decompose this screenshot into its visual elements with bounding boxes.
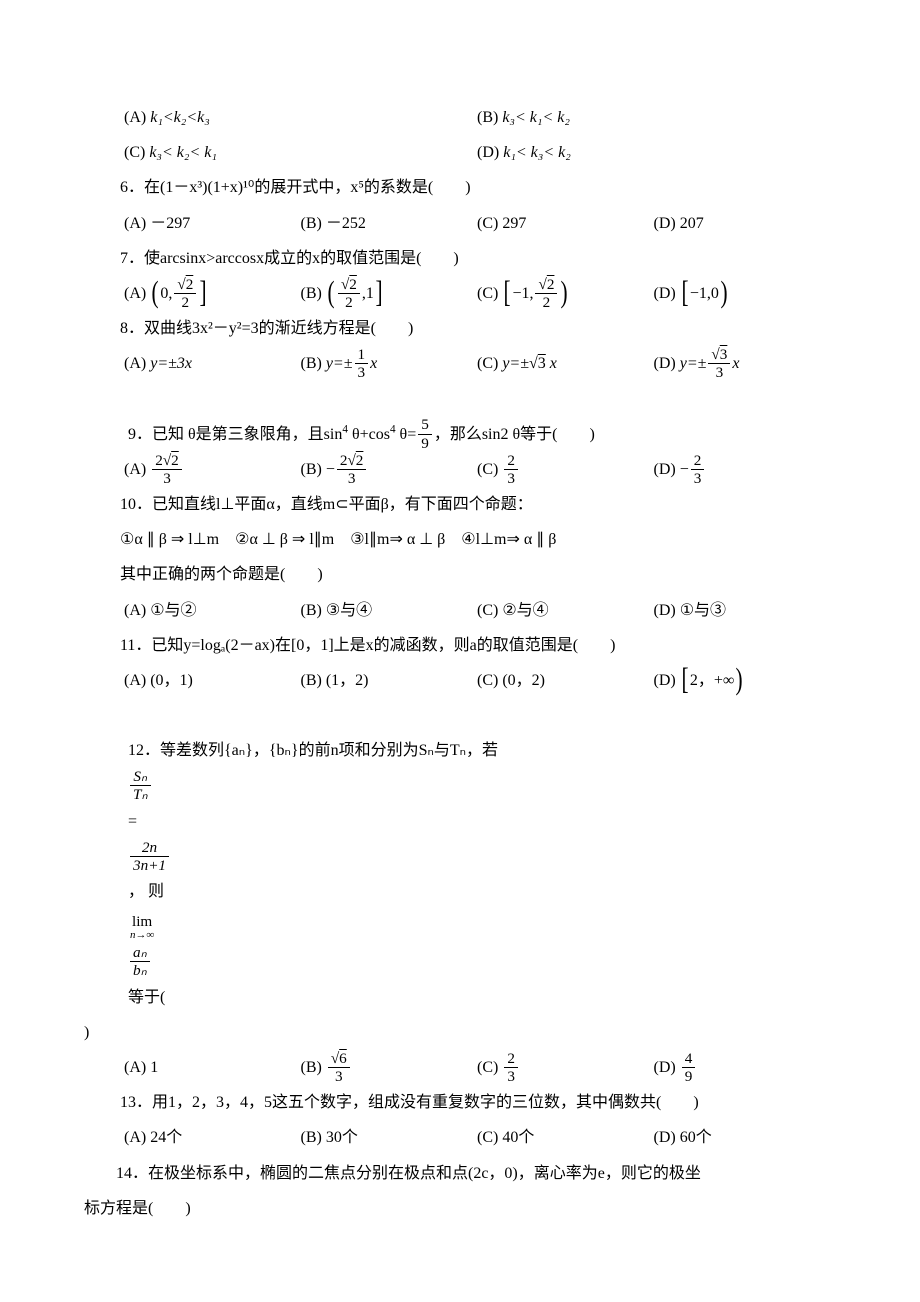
- q6-opt-d: (D) 207: [654, 206, 831, 241]
- q7-options: (A) (0,√22] (B) (√22,1] (C) [−1,√22) (D)…: [120, 276, 830, 311]
- q7-stem: 7．使arcsinx>arccosx成立的x的取值范围是( ): [120, 241, 830, 276]
- q8-options: (A) y=±3x (B) y=±13x (C) y=±√3 x (D) y=±…: [120, 346, 830, 381]
- q7-opt-b: (B) (√22,1]: [301, 276, 478, 311]
- q8-stem: 8．双曲线3x²－y²=3的渐近线方程是( ): [120, 311, 830, 346]
- q5-opt-c: (C) k₃< k₂< k₁: [124, 135, 477, 170]
- q12-opt-c: (C) 23: [477, 1050, 654, 1085]
- q10-opt-d: (D) ①与③: [654, 593, 831, 628]
- delim-right-icon: ): [561, 277, 568, 307]
- q13-stem: 13．用1，2，3，4，5这五个数字，组成没有重复数字的三位数，其中偶数共( ): [120, 1085, 830, 1120]
- q5-opt-b: (B) k₃< k₁< k₂: [477, 100, 830, 135]
- frac: √33: [708, 347, 730, 380]
- q13-opt-a: (A) 24个: [124, 1120, 301, 1155]
- frac: 59: [418, 417, 432, 450]
- q14-line1: 14．在极坐标系中，椭圆的二焦点分别在极点和点(2c，0)，离心率为e，则它的极…: [84, 1156, 830, 1191]
- delim-right-icon: ]: [375, 277, 382, 307]
- q9-opt-d: (D) −23: [654, 452, 831, 487]
- delim-right-icon: ]: [200, 277, 207, 307]
- delim-left-icon: [: [504, 277, 511, 307]
- q10-opt-a: (A) ①与②: [124, 593, 301, 628]
- limit-icon: limn→∞: [130, 914, 154, 941]
- frac: 49: [682, 1051, 696, 1084]
- q5-option-row2: (C) k₃< k₂< k₁ (D) k₁< k₃< k₂: [120, 135, 830, 170]
- q8-opt-b: (B) y=±13x: [301, 346, 478, 381]
- q7-opt-a: (A) (0,√22]: [124, 276, 301, 311]
- q12-opt-b: (B) √63: [301, 1050, 478, 1085]
- q10-line1: 10．已知直线l⊥平面α，直线m⊂平面β，有下面四个命题：: [120, 487, 830, 522]
- frac: 13: [355, 347, 369, 380]
- q10-opt-b: (B) ③与④: [301, 593, 478, 628]
- q13-opt-b: (B) 30个: [301, 1120, 478, 1155]
- q10-line2: ①α ∥ β ⇒ l⊥m ②α ⊥ β ⇒ l∥m ③l∥m⇒ α ⊥ β ④l…: [120, 522, 830, 557]
- q9-opt-a: (A) 2√23: [124, 452, 301, 487]
- frac: √63: [328, 1051, 350, 1084]
- q5-opt-d: (D) k₁< k₃< k₂: [477, 135, 830, 170]
- q14-line2: 标方程是( ): [84, 1191, 830, 1226]
- frac: SₙTₙ: [130, 769, 151, 802]
- q7-opt-c: (C) [−1,√22): [477, 276, 654, 311]
- q12-options: (A) 1 (B) √63 (C) 23 (D) 49: [120, 1050, 830, 1085]
- frac: 2√23: [337, 453, 367, 486]
- delim-left-icon: (: [152, 277, 159, 307]
- q12-close: ): [84, 1015, 830, 1050]
- q9-stem: 9．已知 θ是第三象限角，且sin4 θ+cos4 θ=59，那么sin2 θ等…: [120, 382, 830, 452]
- frac: 23: [504, 453, 518, 486]
- delim-right-icon: ): [720, 277, 727, 307]
- q9-options: (A) 2√23 (B) −2√23 (C) 23 (D) −23: [120, 452, 830, 487]
- frac: aₙbₙ: [130, 945, 150, 978]
- q12-opt-d: (D) 49: [654, 1050, 831, 1085]
- q11-opt-c: (C) (0，2): [477, 663, 654, 698]
- q6-stem: 6．在(1－x³)(1+x)¹⁰的展开式中，x⁵的系数是( ): [120, 170, 830, 205]
- q13-options: (A) 24个 (B) 30个 (C) 40个 (D) 60个: [120, 1120, 830, 1155]
- delim-right-icon: ): [736, 664, 743, 694]
- frac: √22: [174, 277, 196, 310]
- q8-opt-d: (D) y=±√33x: [654, 346, 831, 381]
- delim-left-icon: [: [681, 664, 688, 694]
- q5-a-math: k₁<k₂<k₃: [150, 109, 210, 126]
- delim-left-icon: (: [327, 277, 334, 307]
- frac: 2n3n+1: [130, 840, 169, 873]
- q13-opt-c: (C) 40个: [477, 1120, 654, 1155]
- q5-option-row1: (A) k₁<k₂<k₃ (B) k₃< k₁< k₂: [120, 100, 830, 135]
- frac: √22: [338, 277, 360, 310]
- q10-line3: 其中正确的两个命题是( ): [120, 557, 830, 592]
- q11-opt-d: (D) [2，+∞): [654, 663, 831, 698]
- q10-opt-c: (C) ②与④: [477, 593, 654, 628]
- frac: √22: [535, 277, 557, 310]
- q5-c-math: k₃< k₂< k₁: [149, 144, 217, 161]
- q8-opt-a: (A) y=±3x: [124, 346, 301, 381]
- q13-opt-d: (D) 60个: [654, 1120, 831, 1155]
- q11-opt-a: (A) (0，1): [124, 663, 301, 698]
- q12-opt-a: (A) 1: [124, 1050, 301, 1085]
- q8-opt-c: (C) y=±√3 x: [477, 346, 654, 381]
- q7-opt-d: (D) [−1,0): [654, 276, 831, 311]
- q12-stem: 12．等差数列{aₙ}，{bₙ}的前n项和分别为Sₙ与Tₙ，若 SₙTₙ = 2…: [120, 698, 830, 1015]
- q9-opt-c: (C) 23: [477, 452, 654, 487]
- q5-b-math: k₃< k₁< k₂: [502, 109, 570, 126]
- q11-options: (A) (0，1) (B) (1，2) (C) (0，2) (D) [2，+∞): [120, 663, 830, 698]
- q5-d-math: k₁< k₃< k₂: [503, 144, 571, 161]
- frac: 23: [504, 1051, 518, 1084]
- q5-opt-a: (A) k₁<k₂<k₃: [124, 100, 477, 135]
- delim-left-icon: [: [681, 277, 688, 307]
- frac: 2√23: [152, 453, 182, 486]
- q6-options: (A) －297 (B) －252 (C) 297 (D) 207: [120, 206, 830, 241]
- q6-opt-c: (C) 297: [477, 206, 654, 241]
- q9-opt-b: (B) −2√23: [301, 452, 478, 487]
- q11-opt-b: (B) (1，2): [301, 663, 478, 698]
- frac: 23: [691, 453, 705, 486]
- q11-stem: 11．已知y=logₐ(2－ax)在[0，1]上是x的减函数，则a的取值范围是(…: [120, 628, 830, 663]
- q6-opt-b: (B) －252: [301, 206, 478, 241]
- q10-options: (A) ①与② (B) ③与④ (C) ②与④ (D) ①与③: [120, 593, 830, 628]
- q6-opt-a: (A) －297: [124, 206, 301, 241]
